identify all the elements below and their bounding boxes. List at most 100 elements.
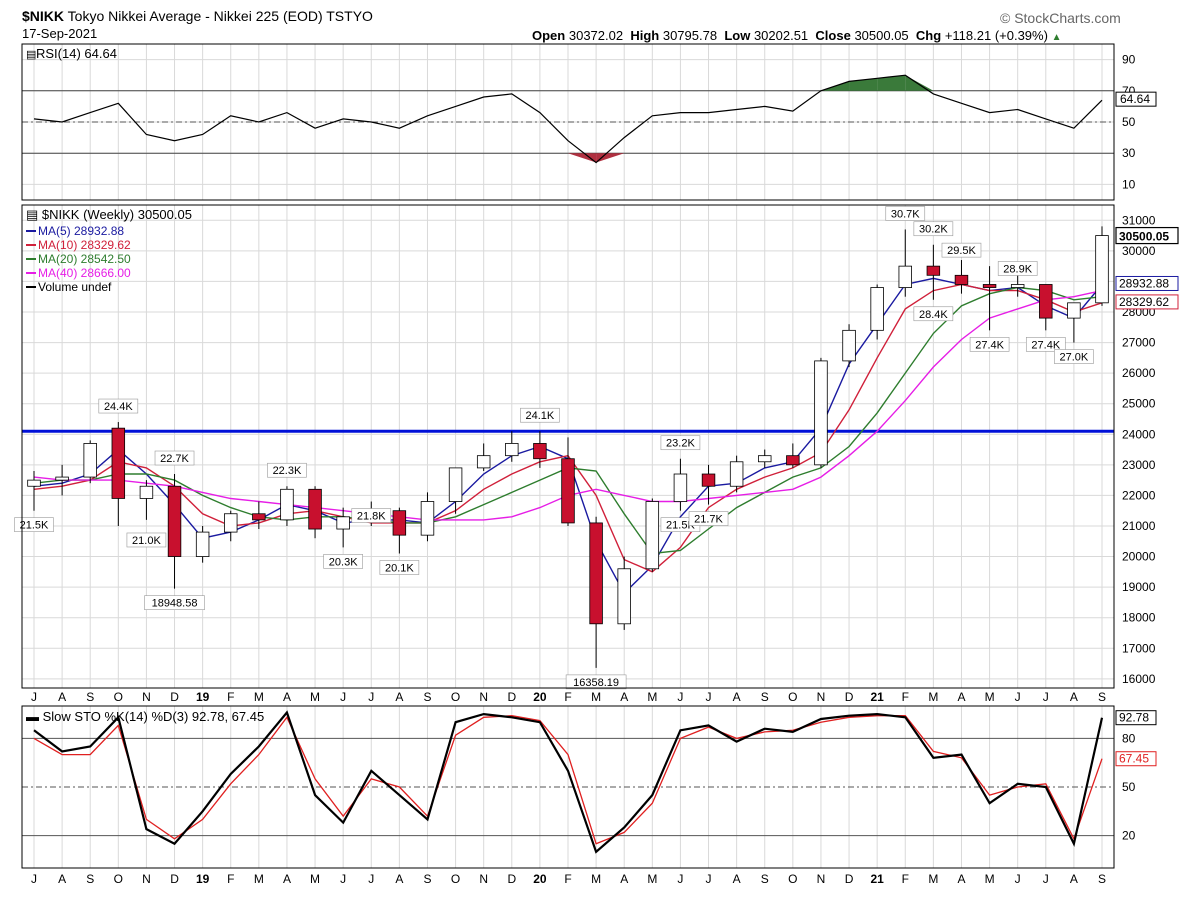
ma-value-label: 28329.62 [1119,295,1169,309]
price-tick-label: 30000 [1122,244,1156,258]
price-tick-label: 27000 [1122,336,1156,350]
price-annotation-box [913,306,954,322]
sto-x-label: J [368,872,374,886]
sto-x-label: N [142,872,151,886]
sto-x-label: M [591,872,601,886]
sto-x-label: S [423,872,431,886]
sto-tick-label: 80 [1122,731,1136,745]
candle-body [701,473,716,487]
brand-logo: © StockCharts.com [1000,10,1121,26]
candle-body [758,455,772,463]
candle-body [786,455,800,466]
legend-item: MA(20) 28542.50 [38,252,131,266]
stochastic-panel [21,705,1115,869]
last-price-label: 30500.05 [1119,230,1169,244]
low-label: Low [724,28,751,43]
sto-x-label: F [902,872,909,886]
price-annotation: 20.1K [385,562,414,574]
open-label: Open [532,28,566,43]
price-annotation-box [98,398,139,414]
price-tick-label: 24000 [1122,427,1156,441]
rsi-overbought-fill [849,78,878,91]
sto-k-line [33,710,1104,854]
price-x-label: N [817,690,826,704]
candle-body [842,329,856,362]
candle-body [392,510,407,536]
last-price-box [1115,226,1179,245]
candle-body [448,467,463,502]
price-panel [21,204,1115,689]
sto-x-label: 19 [196,872,210,886]
candle-body [27,479,41,487]
sto-value-label: 67.45 [1119,752,1149,766]
price-x-label: S [423,690,431,704]
close-label: Close [815,28,851,43]
sto-x-label: A [58,872,66,886]
price-annotation: 21.7K [694,514,723,526]
sto-x-label: F [564,872,571,886]
sto-x-label: J [1043,872,1049,886]
ohlc-readout: Open 30372.02 High 30795.78 Low 30202.51… [532,28,1061,43]
high-value: 30795.78 [662,28,718,43]
price-annotation: 20.3K [329,556,358,568]
chart-date: 17-Sep-2021 [22,26,98,41]
price-tick-label: 16000 [1122,672,1156,686]
candle-body [195,531,210,557]
price-annotation-box [913,221,954,237]
sto-x-label: M [928,872,938,886]
price-annotation: 27.4K [975,339,1004,351]
price-x-label: M [310,690,320,704]
price-tick-label: 26000 [1122,366,1156,380]
sto-x-label: M [647,872,657,886]
sto-x-label: N [817,872,826,886]
price-annotation: 22.3K [273,465,302,477]
price-x-label: 20 [533,690,547,704]
candle-body [308,488,322,530]
candle-body [645,501,660,570]
legend-item: MA(5) 28932.88 [38,224,124,238]
price-x-label: N [142,690,151,704]
price-annotation: 30.7K [891,208,920,220]
price-x-label: M [928,690,938,704]
price-annotation-box [969,337,1010,352]
price-annotation: 16358.19 [573,677,619,689]
rsi-tick-label: 50 [1122,115,1136,129]
price-annotation-box [520,407,560,423]
price-x-label: J [677,690,683,704]
price-x-label: M [985,690,995,704]
price-annotation: 23.2K [666,438,695,450]
price-annotation-box [885,206,926,221]
rsi-overbought-fill [877,75,906,91]
price-x-label: N [479,690,488,704]
sto-x-label: D [845,872,854,886]
sto-x-label: S [86,872,94,886]
rsi-current-label: 64.64 [1120,92,1150,106]
candle-body [1095,235,1109,304]
price-x-label: D [845,690,854,704]
candle-body [280,488,294,521]
candle-body [814,360,828,466]
candle-body [561,458,575,524]
price-tick-label: 25000 [1122,397,1156,411]
price-x-label: J [340,690,346,704]
price-annotation-box [997,261,1038,276]
sto-x-label: O [788,872,797,886]
sto-x-label: M [985,872,995,886]
price-title: ▤ $NIKK (Weekly) 30500.05 [26,207,192,222]
sto-x-label: 20 [533,872,547,886]
price-tick-label: 31000 [1122,213,1156,227]
price-annotation-box [14,517,54,532]
price-x-label: A [395,690,403,704]
candle-body [505,443,519,457]
rsi-oversold-fill [596,153,625,163]
sto-x-label: O [114,872,123,886]
chg-label: Chg [915,28,942,43]
price-x-label: M [647,690,657,704]
legend-item: Volume undef [38,280,112,294]
sto-title: ▬ Slow STO %K(14) %D(3) 92.78, 67.45 [26,709,264,724]
candle-body [167,485,182,557]
ma-value-box [1115,294,1179,310]
sto-value-label: 92.78 [1119,711,1149,725]
ma-value-box [1115,275,1179,291]
